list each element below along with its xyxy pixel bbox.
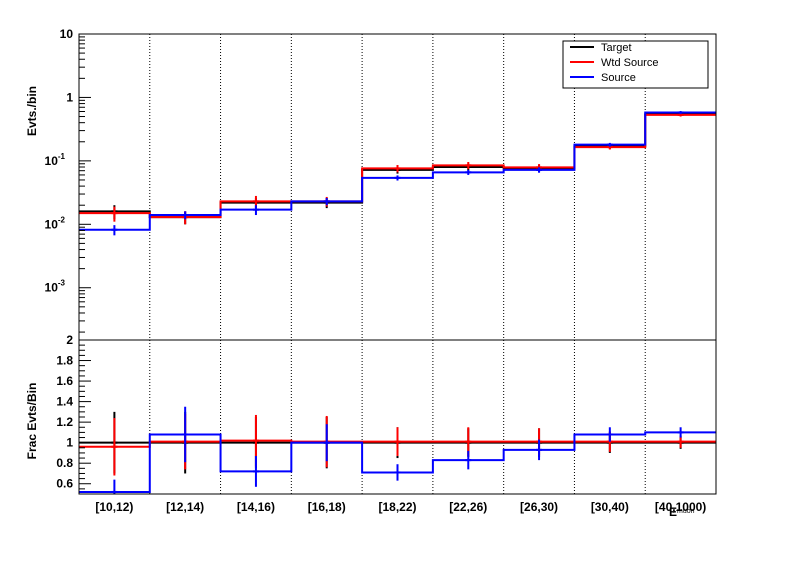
top-y-tick-label: 10 bbox=[60, 27, 74, 41]
top-y-tick-label-base: 10 bbox=[45, 281, 59, 295]
x-axis-title-base: E bbox=[669, 505, 677, 519]
x-tick-label: [26,30) bbox=[520, 500, 558, 514]
top-y-tick-label: 1 bbox=[66, 90, 73, 104]
top-y-tick-label: 10-3 bbox=[45, 279, 66, 295]
top-y-tick-label: 10-2 bbox=[45, 215, 66, 231]
bottom-y-tick-label: 2 bbox=[66, 333, 73, 347]
x-tick-label: [22,26) bbox=[449, 500, 487, 514]
x-axis-title-subscript: muon bbox=[677, 508, 695, 515]
top-y-tick-label-base: 10 bbox=[45, 154, 59, 168]
top-y-tick-label-base: 1 bbox=[66, 90, 73, 104]
bottom-panel-series bbox=[79, 406, 716, 494]
legend-target-label: Target bbox=[601, 42, 632, 54]
top-y-tick-label-base: 10 bbox=[45, 217, 59, 231]
bottom-y-axis-label: Frac Evts/Bin bbox=[25, 383, 39, 460]
legend-wtd-source-label: Wtd Source bbox=[601, 57, 658, 69]
top-y-axis-label: Evts./bin bbox=[25, 86, 39, 136]
top-y-tick-label-exponent: -2 bbox=[58, 215, 66, 224]
x-tick-label: [14,16) bbox=[237, 500, 275, 514]
bottom-y-tick-label: 1.6 bbox=[56, 374, 73, 388]
top-y-tick-label: 10-1 bbox=[45, 152, 66, 168]
legend: Target Wtd Source Source bbox=[562, 40, 709, 89]
x-tick-label: [18,22) bbox=[378, 500, 416, 514]
bottom-y-tick-label: 1.8 bbox=[56, 354, 73, 368]
x-tick-label: [10,12) bbox=[95, 500, 133, 514]
bottom-panel-axes: 0.6 0.8 1 1.2 1.4 1.6 1.8 2 [10,12) [12,14) [14,16… bbox=[56, 333, 717, 514]
bottom-y-tick-label: 1.2 bbox=[56, 415, 73, 429]
x-tick-label: [30,40) bbox=[591, 500, 629, 514]
x-tick-label: [40,1000) bbox=[655, 500, 706, 514]
top-wtd-source-line bbox=[79, 113, 716, 219]
top-panel-series bbox=[79, 111, 716, 236]
x-axis-title: Emuon bbox=[669, 505, 695, 519]
top-y-tick-label-exponent: -3 bbox=[58, 279, 66, 288]
bottom-y-tick-label: 1 bbox=[66, 436, 73, 450]
top-y-tick-label-exponent: -1 bbox=[58, 152, 66, 161]
legend-source-label: Source bbox=[601, 72, 636, 84]
x-tick-label: [12,14) bbox=[166, 500, 204, 514]
bottom-y-tick-label: 0.8 bbox=[56, 456, 73, 470]
top-y-tick-label-base: 10 bbox=[60, 27, 74, 41]
x-tick-label: [16,18) bbox=[308, 500, 346, 514]
bottom-y-tick-label: 0.6 bbox=[56, 477, 73, 491]
bottom-y-tick-label: 1.4 bbox=[56, 395, 73, 409]
legend-box bbox=[562, 40, 709, 89]
